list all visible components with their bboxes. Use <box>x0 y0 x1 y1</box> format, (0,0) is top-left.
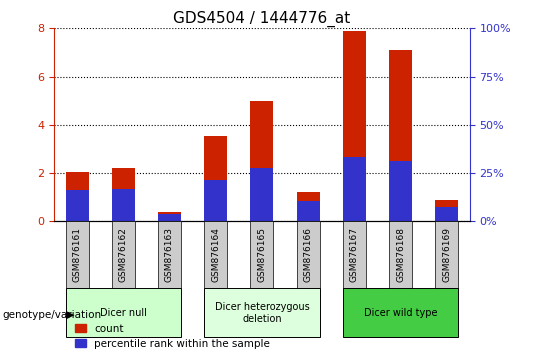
Bar <box>158 212 181 221</box>
Bar <box>65 221 89 289</box>
Text: GSM876162: GSM876162 <box>119 227 128 282</box>
Bar <box>296 192 320 221</box>
Bar <box>204 136 227 221</box>
Text: ▶: ▶ <box>66 310 75 320</box>
Bar <box>158 215 181 221</box>
Text: genotype/variation: genotype/variation <box>3 310 102 320</box>
Bar <box>343 289 458 337</box>
Bar <box>389 161 412 221</box>
Bar <box>204 289 320 337</box>
Bar <box>389 221 412 289</box>
Text: GSM876161: GSM876161 <box>72 227 82 282</box>
Text: GSM876168: GSM876168 <box>396 227 405 282</box>
Text: GSM876167: GSM876167 <box>350 227 359 282</box>
Bar <box>65 172 89 221</box>
Text: GSM876169: GSM876169 <box>442 227 451 282</box>
Bar <box>296 201 320 221</box>
Bar <box>343 221 366 289</box>
Bar <box>251 221 273 289</box>
Bar <box>65 289 181 337</box>
Text: GSM876165: GSM876165 <box>258 227 266 282</box>
Bar <box>251 101 273 221</box>
Bar <box>204 221 227 289</box>
Title: GDS4504 / 1444776_at: GDS4504 / 1444776_at <box>173 11 350 27</box>
Bar <box>112 221 135 289</box>
Text: Dicer wild type: Dicer wild type <box>364 308 437 318</box>
Bar <box>343 31 366 221</box>
Bar <box>343 157 366 221</box>
Bar <box>251 168 273 221</box>
Bar <box>435 200 458 221</box>
Text: GSM876163: GSM876163 <box>165 227 174 282</box>
Legend: count, percentile rank within the sample: count, percentile rank within the sample <box>76 324 270 349</box>
Bar <box>435 221 458 289</box>
Bar <box>204 180 227 221</box>
Bar <box>65 190 89 221</box>
Bar <box>112 189 135 221</box>
Bar <box>389 50 412 221</box>
Bar <box>296 221 320 289</box>
Bar <box>112 168 135 221</box>
Text: Dicer null: Dicer null <box>100 308 147 318</box>
Bar <box>158 221 181 289</box>
Text: Dicer heterozygous
deletion: Dicer heterozygous deletion <box>214 302 309 324</box>
Bar <box>435 207 458 221</box>
Text: GSM876166: GSM876166 <box>303 227 313 282</box>
Text: GSM876164: GSM876164 <box>211 227 220 282</box>
